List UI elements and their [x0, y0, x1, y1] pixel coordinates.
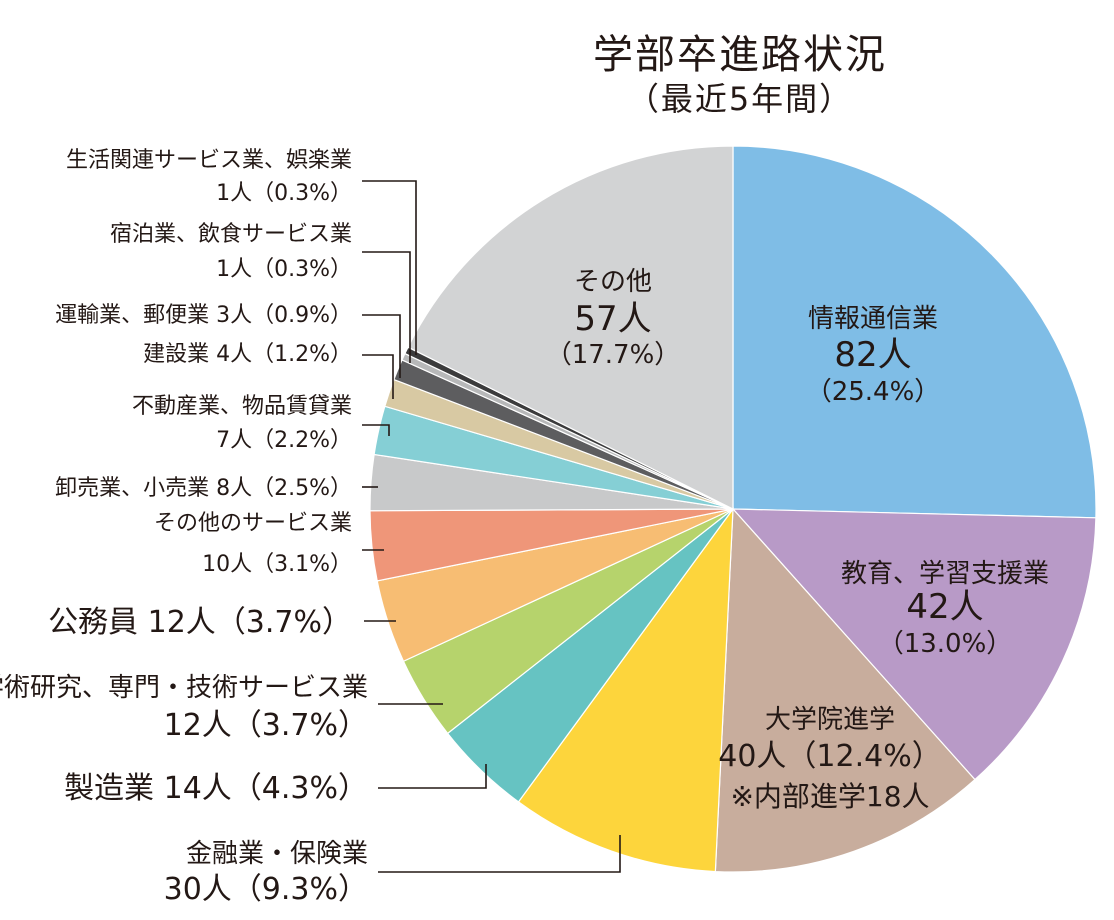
slice-label: 運輸業、郵便業 3人（0.9%） — [55, 303, 352, 328]
slice-label-note: ※内部進学18人 — [730, 780, 929, 813]
slice-label: 公務員 12人（3.7%） — [48, 605, 352, 640]
slice-label-name: その他のサービス業 — [154, 511, 352, 536]
slice-label: 卸売業、小売業 8人（2.5%） — [55, 476, 352, 501]
slice-label-count: 3人（0.9%） — [216, 303, 352, 328]
pie-slice — [517, 507, 734, 873]
slice-label-count: 57人 — [574, 299, 651, 339]
leader-line — [362, 314, 401, 378]
slice-label-name: 卸売業、小売業 — [55, 476, 216, 501]
leader-line — [362, 251, 411, 363]
slice-label-name: 生活関連サービス業、娯楽業 — [66, 148, 352, 173]
slice-label: 建設業 4人（1.2%） — [143, 342, 352, 367]
slice-label-name: 大学院進学 — [765, 705, 895, 735]
slice-label-percent: （13.0%） — [878, 629, 1013, 659]
slice-label-count: 4人（1.2%） — [216, 342, 352, 367]
pie-slice — [714, 507, 976, 873]
slice-label-count: 40人（12.4%） — [718, 739, 941, 774]
leader-line — [362, 354, 394, 399]
slice-label-count: 12人（3.7%） — [164, 708, 368, 743]
leader-line — [378, 764, 487, 789]
slice-label-count: 12人（3.7%） — [148, 605, 352, 640]
slice-label-name: 建設業 — [143, 342, 216, 367]
slice-label-name: 製造業 — [64, 771, 164, 806]
leader-line — [378, 835, 621, 873]
slice-label-name: 金融業・保険業 — [186, 839, 368, 869]
chart-subtitle: （最近5年間） — [626, 80, 854, 118]
pie-slice — [407, 145, 734, 510]
slice-label-name: 学術研究、専門・技術サービス業 — [0, 673, 368, 703]
slice-label-count: 14人（4.3%） — [164, 771, 368, 806]
slice-label-name: 公務員 — [48, 605, 148, 640]
slice-label-count: 7人（2.2%） — [216, 428, 352, 453]
slice-label-name: 運輸業、郵便業 — [55, 303, 216, 328]
leader-line — [362, 424, 390, 436]
slice-label-count: 8人（2.5%） — [216, 476, 352, 501]
slice-label-count: 42人 — [906, 587, 983, 627]
slice-label: 製造業 14人（4.3%） — [64, 771, 368, 806]
pie-slice — [732, 145, 1097, 519]
chart-title: 学部卒進路状況 — [593, 32, 887, 78]
slice-label-percent: （17.7%） — [546, 340, 681, 370]
slice-label-name: 不動産業、物品賃貸業 — [132, 394, 352, 419]
slice-label-name: 教育、学習支援業 — [841, 559, 1049, 589]
slice-label-name: 情報通信業 — [808, 304, 938, 334]
slice-label-name: 宿泊業、飲食サービス業 — [110, 222, 352, 247]
slice-label-count: 82人 — [834, 335, 911, 375]
slice-label-percent: （25.4%） — [806, 377, 941, 407]
pie-slice — [731, 508, 1097, 781]
slice-label-count: 30人（9.3%） — [164, 872, 368, 907]
slice-label-count: 1人（0.3%） — [216, 257, 352, 282]
slice-label-count: 1人（0.3%） — [216, 181, 352, 206]
leader-line — [362, 180, 417, 355]
slice-label-name: その他 — [574, 267, 652, 297]
slice-label-count: 10人（3.1%） — [202, 552, 352, 577]
